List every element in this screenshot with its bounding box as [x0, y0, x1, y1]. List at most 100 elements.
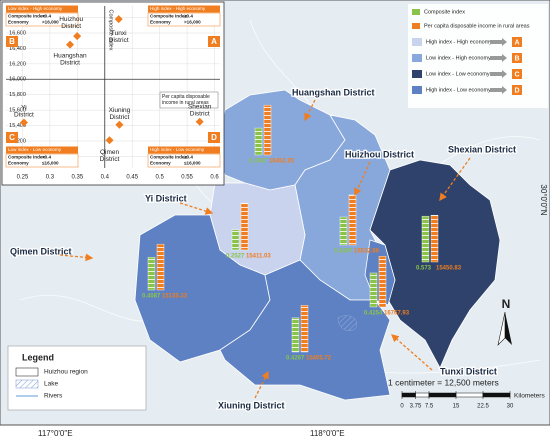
- district-area: [369, 159, 501, 369]
- point-label: Huizhou District: [59, 16, 83, 30]
- quadrant-condition: Economy: [8, 161, 29, 166]
- quadrant-condition: Composite index: [8, 14, 45, 19]
- quadrant-condition: <0.4: [42, 14, 52, 19]
- quadrant-title-box: [148, 5, 220, 13]
- base-legend-label: Lake: [44, 381, 58, 388]
- letter-box: [512, 37, 522, 47]
- point-label-line: District: [100, 156, 120, 163]
- scale-segment: [415, 392, 430, 398]
- x-tick-label: 0.4: [101, 175, 110, 181]
- index-bar-cells: [422, 216, 429, 262]
- quadrant-swatch: [412, 38, 422, 46]
- index-value: 0.4267: [286, 356, 305, 362]
- y-tick-label: 15,600: [9, 108, 26, 114]
- district-label: Xiuning District: [218, 400, 285, 410]
- quadrant-cond-box: [5, 153, 79, 168]
- point-label: Huangshan District: [53, 52, 87, 66]
- scatter-point: [66, 40, 75, 49]
- quadrant-condition: Economy: [150, 20, 171, 25]
- y-label-box: [159, 91, 219, 109]
- legend-arrow: [490, 86, 507, 94]
- index-swatch: [412, 9, 420, 15]
- district-label: Tunxi District: [440, 366, 497, 376]
- coord-label: 30°0'0"N: [539, 184, 548, 215]
- quadrant-condition: Composite index: [150, 155, 187, 160]
- income-swatch: [412, 23, 420, 29]
- income-value: 15135.33: [162, 294, 188, 300]
- point-label-line: Qimen: [100, 149, 120, 156]
- letter-box: [512, 53, 522, 63]
- index-value: 0.2527: [226, 254, 245, 260]
- point-label-line: District: [109, 114, 129, 121]
- quadrant-letter-box: [6, 36, 18, 47]
- quadrant-swatch: [412, 54, 422, 62]
- y-axis-label-line: Per capita disposable: [162, 94, 210, 100]
- scale-label: 3.75: [410, 404, 422, 410]
- north-arrow: [497, 311, 506, 346]
- scatter-point: [115, 120, 124, 129]
- legend-arrow: [490, 70, 507, 78]
- point-label-line: District: [14, 111, 34, 118]
- quadrant-condition: ≥0.4: [184, 14, 193, 19]
- point-label-line: Xiuning: [109, 107, 131, 114]
- quadrant-condition: <0.4: [42, 155, 52, 160]
- x-axis-label: Composite index: [107, 10, 113, 51]
- income-bar-cells: [157, 244, 164, 290]
- income-value: 15450.83: [436, 266, 462, 272]
- point-label: Xiuning District: [109, 107, 131, 121]
- coord-label: 118°0'0"E: [310, 429, 345, 438]
- letter: C: [514, 71, 519, 78]
- quadrant-letter: B: [9, 37, 15, 46]
- quadrant-condition: ≤16,000: [42, 161, 59, 166]
- index-bar-cells: [292, 317, 299, 352]
- income-value: 16452.35: [269, 159, 295, 165]
- quadrant-condition: Composite index: [150, 14, 187, 19]
- quadrant-condition: ≤16,000: [184, 161, 201, 166]
- point-label: Qimen District: [100, 149, 120, 163]
- index-bar-cells: [148, 257, 155, 290]
- scale-segment: [428, 392, 457, 398]
- district-label: Yi District: [145, 193, 187, 203]
- label-arrow: [59, 253, 94, 262]
- legend-label: Low index - High economy: [426, 55, 491, 61]
- scatter-point: [114, 15, 123, 24]
- legend-box: [408, 4, 548, 108]
- label-arrow: [304, 99, 316, 122]
- quadrant-title: High index - Low economy: [150, 147, 205, 152]
- x-tick-label: 0.25: [17, 175, 29, 181]
- scale-label: 22.5: [477, 404, 489, 410]
- income-bar-cells: [241, 203, 248, 250]
- label-arrow: [179, 202, 214, 215]
- scatter-point: [195, 117, 204, 126]
- point-label-line: Huizhou: [59, 16, 83, 23]
- base-legend-label: Huizhou region: [44, 369, 88, 376]
- x-tick-label: 0.5: [155, 175, 164, 181]
- income-value: 16532.86: [354, 249, 380, 255]
- north-label: N: [502, 297, 511, 311]
- income-bar-cells: [431, 215, 438, 262]
- district-label: Shexian District: [448, 144, 516, 154]
- y-tick-label: 16,000: [9, 77, 26, 83]
- point-label-line: Shexian: [188, 103, 212, 110]
- letter: B: [514, 55, 519, 62]
- index-value: 0.3497: [334, 249, 353, 255]
- district-label: Huangshan District: [292, 87, 375, 97]
- quadrant-title: Low index - Low economy: [8, 147, 62, 152]
- quadrant-title: High index - High economy: [150, 6, 206, 11]
- quadrant-letter-box: [208, 132, 220, 143]
- north-arrow: [505, 312, 512, 345]
- label-arrow: [391, 334, 433, 371]
- legend-label: Composite index: [424, 9, 465, 15]
- base-legend-label: Rivers: [44, 393, 63, 400]
- y-tick-label: 15,800: [9, 92, 26, 98]
- y-tick-label: 16,200: [9, 61, 26, 67]
- legend-label: High index - Low economy: [426, 87, 491, 93]
- quadrant-title-box: [6, 5, 78, 13]
- scale-label: 7.5: [425, 404, 434, 410]
- point-label-line: District: [60, 59, 80, 66]
- scale-unit: Kilometers: [514, 393, 545, 400]
- quadrant-title: Low index - High economy: [8, 6, 63, 11]
- point-label-line: District: [109, 37, 129, 44]
- quadrant-title-box: [148, 146, 220, 154]
